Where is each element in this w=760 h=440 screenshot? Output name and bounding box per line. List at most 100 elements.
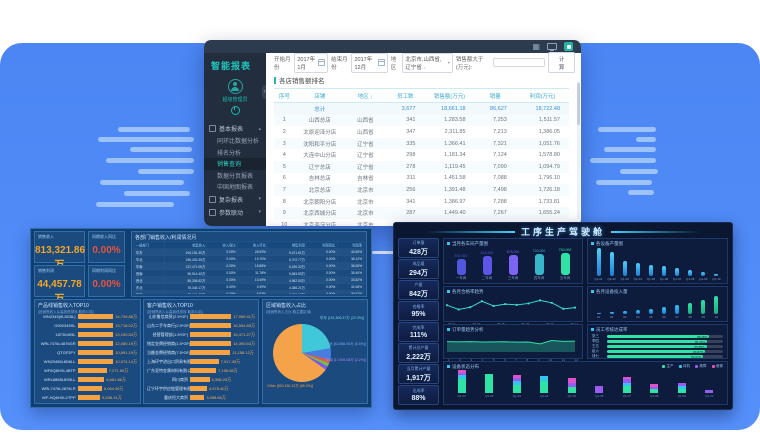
bar-column: 07 [675,295,680,319]
bar [675,268,680,276]
bar-column: Q1-02 [607,247,616,281]
stacked-group: Q1-09 [678,371,686,398]
stack-x-label: Q1-01 [457,394,466,398]
cell: 2,311.85 [444,128,466,135]
stacked-group: Q1-07 [623,371,631,398]
dept-cell: 0.00% [206,283,238,291]
progress-track: 86.33% [607,340,723,344]
power-icon[interactable] [230,106,240,115]
bar-row: WF-HQ6HXL2TPP 5,636.31万 [38,394,137,401]
stacked-group: Q1-02 [485,371,493,398]
progress-fill: 86.33% [607,340,708,344]
decor-dash [372,251,398,254]
bar-fill [77,395,101,400]
total-row: 总计 3,677 18,661.18 86,627 18,722.48 [274,102,569,115]
bar [596,248,601,276]
dept-cell: 15.88% [237,262,268,270]
bar-fill [190,377,210,382]
table-row: 4 大连中山分店 辽宁省 298 1,181.34 7,124 1,578.80 [274,149,569,161]
stack-x-label: Q1-04 [540,394,549,398]
panel-accent [447,328,450,331]
caret-icon: ▾ [258,209,261,215]
employee-name: 张三 [592,334,599,338]
dept-cell: 33.82% [336,276,364,284]
decor-stripe [98,137,194,142]
dept-cell: 30.67% [336,290,364,294]
dept-row: 其他77,101.97万0.00%5.83%5,200.02万0.00%30.6… [134,290,364,294]
bar-track: 7,271.60万 [77,368,137,374]
bar-fill [190,395,205,400]
menu-item-同环比数据分析[interactable]: 同环比数据分析 [217,139,260,146]
employee-name: 王五 [592,344,599,348]
menu-item-数据分页报表[interactable]: 数据分页报表 [217,173,254,180]
bar-fill [77,332,114,337]
end-month-picker[interactable]: 2017年12月 [351,52,388,73]
kpi-label: 成品量 [412,260,425,266]
menu-item-排名分析[interactable]: 排名分析 [217,150,242,157]
app-badge-icon[interactable] [564,42,573,51]
bar-value: 7,196.08万 [218,367,238,373]
menu-group-参数联动[interactable]: 参数联动 ▾ [204,206,266,219]
bar-x-label: Q1-08 [686,277,695,281]
cell: 1,386.97 [444,198,466,205]
bar-x-label: Q1-09 [699,277,708,281]
cell: 9 [282,210,286,217]
bar-column: 03 [622,295,627,319]
header-row: 序号 店铺 地区 ↓ 员工数 销售额(万元) 销量 利润(万元) [274,88,569,103]
bar-row: 广东亚特金属材料有限公司 7,196.08万 [147,367,255,374]
bar-x-label: 二车间 [481,276,493,280]
stack-segment [677,389,686,393]
stack-segment [512,385,521,393]
bar-track: 13,718.02万 [77,323,137,329]
cell: 298 [406,152,416,159]
region-select[interactable]: 北京市,山西省,辽宁省 ▾ [402,52,453,73]
bar-column: 675,000 三车间 [507,247,520,281]
stack-segment [650,384,659,387]
bar-value: 12,080.19万 [115,340,137,346]
scrollbar[interactable] [577,81,580,219]
stacked-group: Q1-04 [540,371,548,398]
menu-item-中国地图报表[interactable]: 中国地图报表 [217,185,254,192]
bar-column: 08 [688,295,693,319]
legend-item: 待机 [678,364,690,369]
bar-label: WF6Q8HXL4BTP [44,368,76,373]
stack-segment [457,379,466,393]
region-label: 地区 [390,56,397,71]
calculate-button[interactable]: 计算 [548,52,576,73]
dept-row: 华南 127,471.05万 0.00% 15.88% 6,150.32万 0.00% 36… [134,262,364,270]
bar-fill [77,314,114,319]
dept-cell: 西北 [134,276,165,284]
bar [675,305,680,314]
apps-grid-icon[interactable]: ▦ [532,41,540,51]
scrollbar-thumb[interactable] [577,83,580,125]
bar-x-label: 10 [714,315,719,319]
stack-x-label: Q1-08 [650,394,659,398]
stack-segment [512,375,521,378]
stack-segment [485,374,494,393]
monitor-icon[interactable] [547,43,557,51]
bar-row: 上海环宇进出口贸易有限公司 7,917.45万 [147,358,255,365]
menu-group-基本报表[interactable]: 基本报表 ▴ [204,122,266,135]
bar [701,300,706,314]
status-legend: 生产 待机 故障 维修 [662,364,723,369]
dept-cell: 0.00% [306,262,338,270]
bar-label: 广东亚特金属材料有限公司 [147,367,191,373]
sidebar-collapse-handle[interactable]: ‹ [262,85,267,99]
dept-cell: 77,101.97万 [164,290,208,294]
kpi-label: 达成率 [412,388,425,393]
cell: 7,090 [493,163,507,170]
start-month-picker[interactable]: 2017年1月 [294,52,329,73]
bar-column: 720,000 四车间 [533,247,546,281]
cell: 1,511.57 [538,117,560,124]
cell: 1,578.80 [538,152,560,159]
input-chart: 01 02 03 04 05 06 07 08 09 10 [592,295,723,319]
cell: 7,253 [493,117,507,124]
stacked-bar [650,384,659,393]
cell: 辽宁省 [357,164,374,171]
menu-group-复杂报表[interactable]: 复杂报表 ▾ [204,193,266,206]
menu-item-销售查询[interactable]: 销售查询 [204,158,266,170]
panel-accent [591,242,594,245]
profile-name: 超级管理员 [222,97,248,103]
toolbar-collapse-pill[interactable]: ^ [423,67,426,73]
amount-input[interactable] [493,58,546,67]
